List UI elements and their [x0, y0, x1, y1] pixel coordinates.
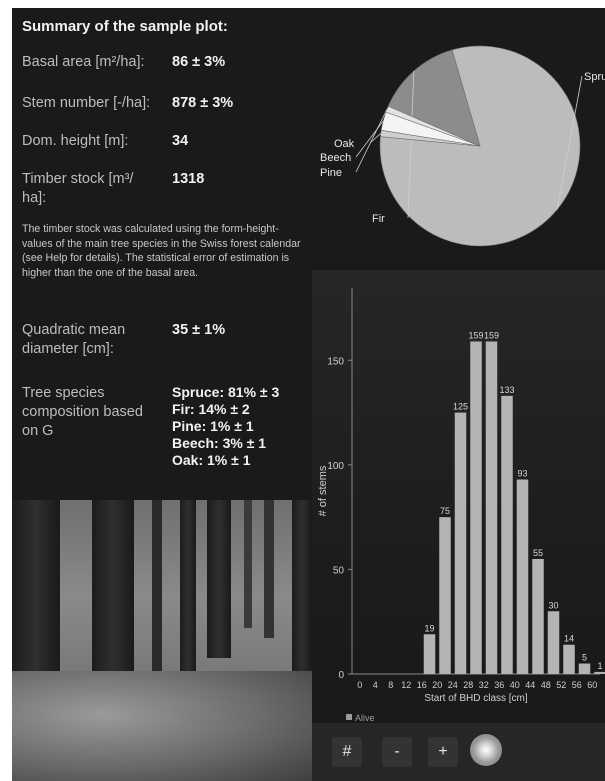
hist-bar-label: 1	[597, 661, 602, 671]
pie-leader-fir	[407, 70, 415, 219]
dom-height-value: 34	[172, 133, 189, 149]
hist-y-tick: 150	[327, 356, 344, 367]
hist-x-tick: 20	[432, 680, 442, 690]
hist-x-tick: 48	[541, 680, 551, 690]
hist-x-tick: 36	[494, 680, 504, 690]
hist-y-tick: 50	[333, 565, 345, 576]
pie-leader-oak	[369, 133, 382, 144]
histogram-panel: 0 50 100 150 # of stems 0 4 8 12 19 16 75 20 125 24 159…	[312, 270, 605, 781]
legend-swatch	[346, 714, 352, 720]
timber-stock-label: Timber stock [m³/ ha]:	[22, 170, 133, 208]
hist-x-tick: 32	[479, 680, 489, 690]
forest-photo	[12, 498, 312, 781]
qmd-value: 35 ± 1%	[172, 322, 226, 338]
hist-bar-label: 75	[440, 506, 450, 516]
hist-x-tick: 4	[373, 680, 378, 690]
hist-bar	[594, 671, 605, 674]
hist-bar-label: 14	[564, 634, 574, 644]
species-item-beech: Beech: 3% ± 1	[172, 435, 267, 451]
summary-panel: Summary of the sample plot: Basal area […	[12, 8, 312, 500]
hist-bar-label: 30	[548, 600, 558, 610]
hist-x-tick: 56	[572, 680, 582, 690]
timber-stock-label-line1: Timber stock [m³/	[22, 171, 134, 187]
pie-label-spruce: Spruce	[584, 71, 605, 83]
hist-x-tick: 52	[556, 680, 566, 690]
hist-bar-label: 159	[468, 330, 483, 340]
timber-stock-note: The timber stock was calculated using th…	[22, 223, 301, 279]
hist-x-tick: 8	[388, 680, 393, 690]
pie-leader-spruce	[556, 75, 583, 210]
pie-label-oak: Oak	[334, 138, 355, 150]
species-label-line3: on G	[22, 423, 54, 439]
species-composition-list: Spruce: 81% ± 3 Fir: 14% ± 2 Pine: 1% ± …	[172, 384, 279, 469]
hist-x-label: Start of BHD class [cm]	[424, 693, 528, 704]
hist-bar	[439, 517, 451, 674]
hist-bar	[578, 663, 591, 674]
record-icon[interactable]	[470, 734, 502, 766]
hist-x-tick: 12	[401, 680, 411, 690]
hist-bar	[485, 341, 498, 674]
hist-x-tick: 60	[587, 680, 597, 690]
species-pie-panel: Spruce Fir Pine Beech Oak	[312, 8, 605, 270]
species-pie-chart: Spruce Fir Pine Beech Oak	[320, 45, 605, 247]
pie-label-beech: Beech	[320, 152, 351, 164]
pie-leader-pine	[355, 109, 388, 173]
hist-x-tick: 16	[417, 680, 427, 690]
species-item-pine: Pine: 1% ± 1	[172, 418, 254, 434]
hist-bar	[516, 479, 529, 674]
hist-bar	[423, 634, 436, 674]
qmd-label: Quadratic mean diameter [cm]:	[22, 321, 125, 359]
timber-stock-label-line2: ha]:	[22, 190, 47, 206]
hist-y-tick: 100	[327, 461, 344, 472]
hist-y-tick: 0	[338, 670, 344, 681]
hist-bar	[547, 611, 560, 674]
hist-bar	[532, 558, 544, 674]
hist-bar	[501, 395, 513, 674]
basal-area-label: Basal area [m²/ha]:	[22, 54, 145, 70]
qmd-label-line1: Quadratic mean	[22, 322, 126, 338]
hist-x-tick: 44	[525, 680, 535, 690]
hist-bar-label: 19	[424, 623, 434, 633]
pie-label-fir: Fir	[372, 213, 385, 225]
hist-bar-label: 159	[484, 330, 499, 340]
pie-label-pine: Pine	[320, 167, 342, 179]
hist-bar	[563, 644, 575, 674]
hist-bar	[454, 412, 467, 674]
hist-x-tick: 0	[357, 680, 362, 690]
basal-area-value: 86 ± 3%	[172, 54, 226, 70]
species-label-line1: Tree species	[22, 385, 105, 401]
dom-height-label: Dom. height [m]:	[22, 133, 129, 149]
hist-bar-label: 93	[517, 468, 527, 478]
timber-stock-value: 1318	[172, 171, 205, 187]
hash-button[interactable]: #	[332, 737, 362, 767]
stem-number-label: Stem number [-/ha]:	[22, 95, 151, 111]
hist-y-label: # of stems	[317, 465, 329, 516]
zoom-in-button[interactable]: +	[428, 737, 458, 767]
chart-toolbar: # - +	[312, 723, 605, 781]
hist-bar-label: 133	[499, 385, 514, 395]
species-item-oak: Oak: 1% ± 1	[172, 452, 251, 468]
hist-bar	[470, 341, 482, 674]
hist-x-tick: 28	[463, 680, 473, 690]
pie-leader-beech	[355, 120, 384, 158]
species-label: Tree species composition based on G	[22, 384, 143, 441]
qmd-label-line2: diameter [cm]:	[22, 341, 114, 357]
hist-bar-label: 125	[453, 402, 468, 412]
hist-bar-label: 5	[582, 653, 587, 663]
app-screen: Summary of the sample plot: Basal area […	[12, 8, 605, 781]
stem-number-value: 878 ± 3%	[172, 95, 234, 111]
species-label-line2: composition based	[22, 404, 143, 420]
legend-label: Alive	[355, 713, 375, 723]
summary-title: Summary of the sample plot:	[22, 18, 228, 35]
zoom-out-button[interactable]: -	[382, 737, 412, 767]
species-item-fir: Fir: 14% ± 2	[172, 401, 250, 417]
hist-bar-label: 55	[533, 548, 543, 558]
species-item-spruce: Spruce: 81% ± 3	[172, 384, 280, 400]
hist-x-tick: 24	[448, 680, 458, 690]
hist-x-tick: 40	[510, 680, 520, 690]
